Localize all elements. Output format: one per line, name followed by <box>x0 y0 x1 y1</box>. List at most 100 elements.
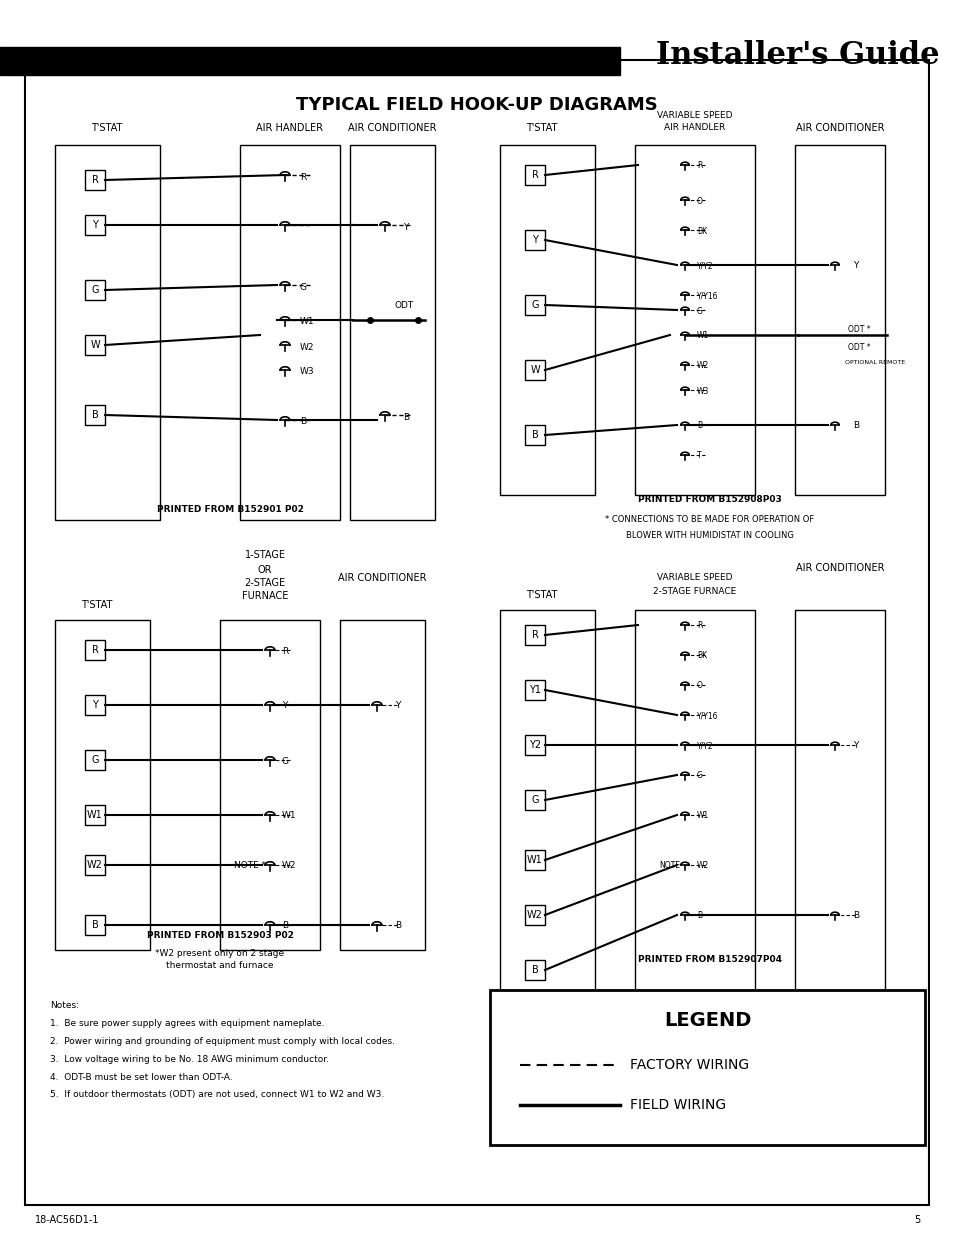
Text: 2-STAGE FURNACE: 2-STAGE FURNACE <box>653 588 736 597</box>
Text: B: B <box>91 410 98 420</box>
Text: B: B <box>697 911 701 920</box>
Text: * CONNECTIONS TO BE MADE FOR OPERATION OF: * CONNECTIONS TO BE MADE FOR OPERATION O… <box>605 515 814 525</box>
Bar <box>524 425 544 445</box>
Bar <box>524 359 544 380</box>
Text: FURNACE: FURNACE <box>241 592 288 601</box>
Text: AIR CONDITIONER: AIR CONDITIONER <box>795 124 883 133</box>
Text: AIR CONDITIONER: AIR CONDITIONER <box>337 573 426 583</box>
Text: ODT: ODT <box>395 300 414 310</box>
Text: Y: Y <box>852 262 858 270</box>
Text: Y1: Y1 <box>529 685 540 695</box>
Text: 5: 5 <box>913 1215 919 1225</box>
Bar <box>85 915 105 935</box>
Bar <box>55 144 160 520</box>
Text: B: B <box>91 920 98 930</box>
Text: *W2 present only on 2 stage: *W2 present only on 2 stage <box>155 948 284 957</box>
Text: BK: BK <box>697 226 706 236</box>
Text: Y: Y <box>92 220 98 230</box>
Bar <box>85 280 105 300</box>
Bar <box>794 144 884 495</box>
Text: Notes:: Notes: <box>50 1000 79 1009</box>
Bar <box>339 620 424 950</box>
Text: W1: W1 <box>87 810 103 820</box>
Text: W1: W1 <box>697 331 708 341</box>
Bar <box>635 610 754 990</box>
Text: R: R <box>697 621 701 631</box>
Text: W: W <box>530 366 539 375</box>
Bar <box>524 295 544 315</box>
Bar <box>524 905 544 925</box>
Text: LEGEND: LEGEND <box>663 1010 750 1030</box>
Bar <box>524 960 544 981</box>
Bar <box>220 620 319 950</box>
Text: W3: W3 <box>697 387 709 395</box>
Text: Y: Y <box>532 235 537 245</box>
Bar <box>524 230 544 249</box>
Text: G: G <box>299 283 307 291</box>
Bar <box>490 990 924 1145</box>
Text: 1-STAGE: 1-STAGE <box>244 550 285 559</box>
Text: Y: Y <box>402 222 408 231</box>
Bar <box>524 165 544 185</box>
Text: R: R <box>531 630 537 640</box>
Bar <box>524 790 544 810</box>
Text: O: O <box>697 196 702 205</box>
Text: W2: W2 <box>697 362 708 370</box>
Text: B: B <box>852 911 859 920</box>
Text: B: B <box>282 921 288 930</box>
Text: PRINTED FROM B152908P03: PRINTED FROM B152908P03 <box>638 495 781 505</box>
Bar <box>0 47 619 75</box>
Text: Installer's Guide: Installer's Guide <box>656 40 939 70</box>
Text: Y2: Y2 <box>528 740 540 750</box>
Text: 5.  If outdoor thermostats (ODT) are not used, connect W1 to W2 and W3.: 5. If outdoor thermostats (ODT) are not … <box>50 1091 384 1099</box>
Text: AIR HANDLER: AIR HANDLER <box>663 124 725 132</box>
Text: 4.  ODT-B must be set lower than ODT-A.: 4. ODT-B must be set lower than ODT-A. <box>50 1072 233 1082</box>
Text: FIELD WIRING: FIELD WIRING <box>629 1098 725 1112</box>
Text: G: G <box>697 306 702 315</box>
Text: B: B <box>395 921 400 930</box>
Text: R: R <box>282 646 288 656</box>
Text: NOTE: NOTE <box>659 861 679 869</box>
Text: PRINTED FROM B152907P04: PRINTED FROM B152907P04 <box>638 956 781 965</box>
Text: ODT *: ODT * <box>847 326 870 335</box>
Text: T: T <box>697 452 700 461</box>
Text: PRINTED FROM B152901 P02: PRINTED FROM B152901 P02 <box>156 505 303 515</box>
Bar <box>85 750 105 769</box>
Text: OPTIONAL REMOTE: OPTIONAL REMOTE <box>844 359 904 364</box>
Bar <box>85 855 105 876</box>
Text: O: O <box>697 682 702 690</box>
Bar <box>350 144 435 520</box>
Text: B: B <box>531 430 537 440</box>
Text: G: G <box>531 795 538 805</box>
Text: VARIABLE SPEED: VARIABLE SPEED <box>657 110 732 120</box>
Text: NOTE *: NOTE * <box>233 861 266 869</box>
Text: W2: W2 <box>87 860 103 869</box>
Text: Y/Y2: Y/Y2 <box>697 741 713 751</box>
Text: W2: W2 <box>697 862 708 871</box>
Text: R: R <box>531 170 537 180</box>
Bar <box>85 805 105 825</box>
Text: W1: W1 <box>697 811 708 820</box>
Text: B: B <box>299 417 306 426</box>
Text: thermostat and furnace: thermostat and furnace <box>166 962 274 971</box>
Bar <box>524 735 544 755</box>
Text: Y: Y <box>92 700 98 710</box>
Text: 18-AC56D1-1: 18-AC56D1-1 <box>35 1215 99 1225</box>
Text: Y/Y2: Y/Y2 <box>697 262 713 270</box>
Text: G: G <box>91 285 99 295</box>
Text: W1: W1 <box>282 811 296 820</box>
Text: W2: W2 <box>526 910 542 920</box>
Bar <box>524 625 544 645</box>
Text: W: W <box>91 340 100 350</box>
Text: B: B <box>697 421 701 431</box>
Text: G: G <box>531 300 538 310</box>
Text: 2-STAGE: 2-STAGE <box>244 578 285 588</box>
Bar <box>524 850 544 869</box>
Text: Y: Y <box>395 701 400 710</box>
Text: AIR HANDLER: AIR HANDLER <box>256 124 323 133</box>
Bar <box>85 695 105 715</box>
Text: PRINTED FROM B152903 P02: PRINTED FROM B152903 P02 <box>147 930 294 940</box>
Text: R: R <box>697 162 701 170</box>
Bar <box>55 620 150 950</box>
Text: W1: W1 <box>299 317 314 326</box>
